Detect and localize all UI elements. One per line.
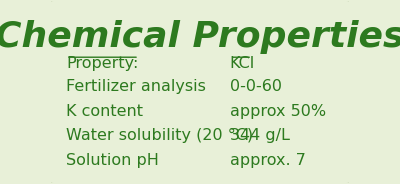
Text: Fertilizer analysis: Fertilizer analysis	[66, 79, 206, 94]
Text: KCl: KCl	[230, 56, 255, 71]
Text: Chemical Properties: Chemical Properties	[0, 20, 400, 54]
Text: K content: K content	[66, 104, 143, 119]
Text: approx 50%: approx 50%	[230, 104, 326, 119]
Text: Water solubility (20 °C): Water solubility (20 °C)	[66, 128, 253, 143]
Text: Solution pH: Solution pH	[66, 153, 159, 168]
Text: 344 g/L: 344 g/L	[230, 128, 290, 143]
Text: approx. 7: approx. 7	[230, 153, 306, 168]
Text: Property:: Property:	[66, 56, 138, 71]
FancyBboxPatch shape	[48, 0, 352, 184]
Text: 0-0-60: 0-0-60	[230, 79, 282, 94]
